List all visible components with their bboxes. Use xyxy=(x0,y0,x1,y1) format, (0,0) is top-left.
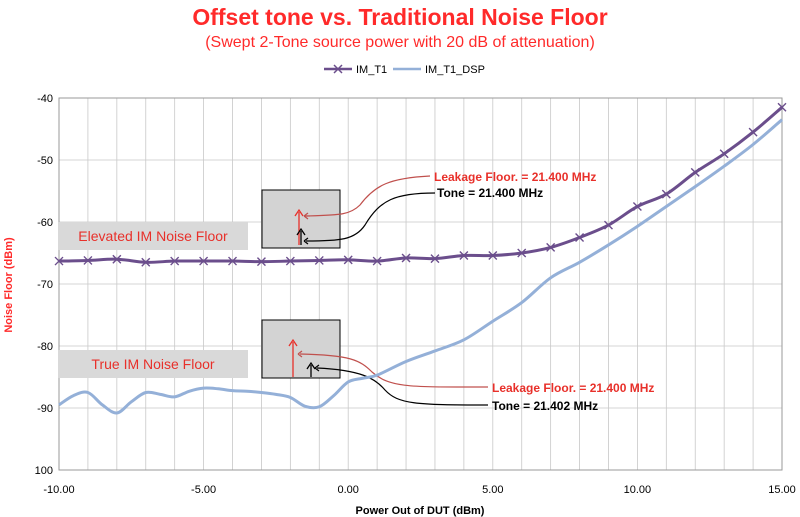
elevated-tone-leader xyxy=(305,192,436,242)
data-point-marker xyxy=(719,149,729,159)
data-point-marker xyxy=(314,255,324,265)
data-point-marker xyxy=(690,167,700,177)
x-axis-label: Power Out of DUT (dBm) xyxy=(356,505,485,517)
y-tick-label: 100 xyxy=(35,465,53,477)
y-tick-label: -90 xyxy=(37,403,53,415)
annotation-elevated: Elevated IM Noise Floor Leakage Floor. =… xyxy=(58,170,596,250)
data-point-marker xyxy=(141,257,151,267)
y-tick-label: -70 xyxy=(37,279,53,291)
y-tick-label: -40 xyxy=(37,93,53,105)
elevated-tone-text: Tone = 21.400 MHz xyxy=(437,186,543,200)
true-tone-text: Tone = 21.402 MHz xyxy=(492,399,598,413)
data-point-marker xyxy=(632,202,642,211)
chart-title: Offset tone vs. Traditional Noise Floor xyxy=(192,4,608,30)
y-tick-label: -50 xyxy=(37,155,53,167)
x-tick-label: 10.00 xyxy=(624,484,652,496)
data-point-marker xyxy=(54,256,64,266)
data-point-marker xyxy=(256,257,266,267)
plot-frame xyxy=(58,97,783,471)
data-point-marker xyxy=(603,220,613,230)
data-point-marker xyxy=(285,256,295,266)
data-point-marker xyxy=(372,256,382,266)
elevated-label: Elevated IM Noise Floor xyxy=(78,228,228,244)
true-tone-leader xyxy=(316,367,489,406)
x-tick-label: -10.00 xyxy=(43,484,74,496)
data-point-marker xyxy=(228,256,238,266)
x-tick-label: 0.00 xyxy=(337,484,358,496)
y-tick-label: -80 xyxy=(37,341,53,353)
true-label-box xyxy=(58,350,248,378)
data-point-marker xyxy=(488,250,498,260)
data-point-marker xyxy=(546,242,556,252)
y-axis-label: Noise Floor (dBm) xyxy=(3,237,15,333)
x-tick-label: -5.00 xyxy=(191,484,216,496)
grid-lines xyxy=(58,97,783,471)
legend: IM_T1 IM_T1_DSP xyxy=(324,64,485,76)
x-tick-label: 5.00 xyxy=(482,484,503,496)
data-point-marker xyxy=(459,250,469,260)
true-leakage-leader xyxy=(299,353,489,388)
true-label: True IM Noise Floor xyxy=(91,356,215,372)
legend-label-im-t1-dsp: IM_T1_DSP xyxy=(425,64,485,76)
elevated-leakage-text: Leakage Floor. = 21.400 MHz xyxy=(434,170,596,184)
data-point-marker xyxy=(112,254,122,264)
data-point-marker xyxy=(343,255,353,265)
elevated-label-box xyxy=(58,222,248,250)
data-point-marker xyxy=(430,254,440,264)
x-tick-label: 15.00 xyxy=(768,484,796,496)
data-point-marker xyxy=(748,127,758,137)
true-leakage-text: Leakage Floor. = 21.400 MHz xyxy=(492,381,654,395)
data-point-marker xyxy=(777,102,787,112)
data-point-marker xyxy=(170,256,180,266)
data-point-marker xyxy=(83,255,93,265)
data-point-marker xyxy=(575,233,585,242)
data-point-marker xyxy=(401,253,411,263)
data-point-marker xyxy=(661,189,671,199)
legend-label-im-t1: IM_T1 xyxy=(356,64,387,76)
series-layer xyxy=(54,102,787,415)
axis-ticks: -10.00 -5.00 0.00 5.00 10.00 15.00 -40 -50 -60 -7… xyxy=(35,93,796,496)
elevated-leakage-leader xyxy=(305,175,431,217)
annotation-true: True IM Noise Floor Leakage Floor. = 21.… xyxy=(58,319,654,413)
legend-marker-x-icon xyxy=(333,64,343,74)
data-point-marker xyxy=(199,256,209,266)
data-point-marker xyxy=(517,248,527,258)
y-tick-label: -60 xyxy=(37,217,53,229)
chart-subtitle: (Swept 2-Tone source power with 20 dB of… xyxy=(205,34,595,51)
series-line-im-t1 xyxy=(58,106,783,264)
series-line-im-t1-dsp xyxy=(58,118,783,415)
